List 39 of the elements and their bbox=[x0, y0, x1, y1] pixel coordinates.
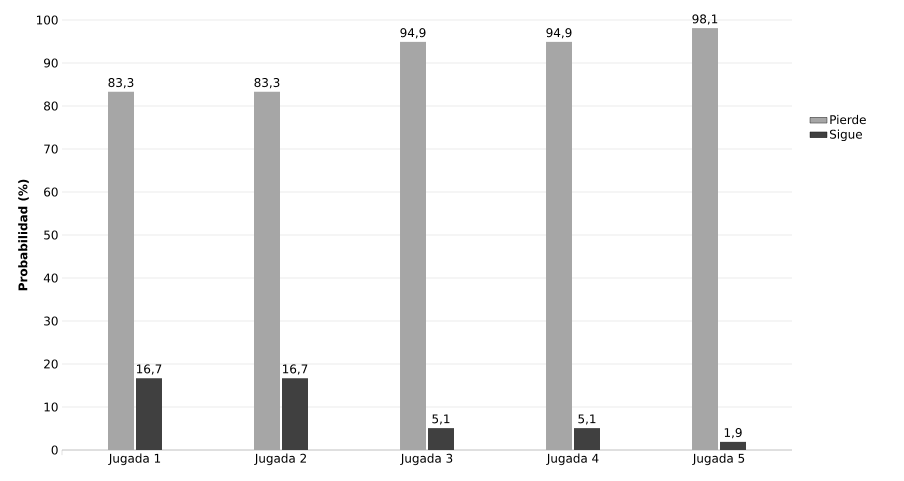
x-tick-label: Jugada 4 bbox=[546, 454, 599, 466]
data-label: 98,1 bbox=[692, 14, 718, 25]
bar bbox=[574, 428, 600, 450]
data-label: 83,3 bbox=[108, 78, 134, 88]
y-tick-label: 30 bbox=[44, 316, 58, 326]
x-tick-label: Jugada 1 bbox=[108, 454, 160, 466]
y-tick-label: 40 bbox=[44, 273, 58, 283]
y-tick-label: 50 bbox=[44, 230, 58, 240]
bar bbox=[282, 378, 308, 450]
legend-label: Sigue bbox=[830, 129, 862, 142]
y-axis-title: Probabilidad (%) bbox=[18, 180, 29, 290]
x-tick-label: Jugada 3 bbox=[400, 454, 452, 466]
y-tick-label: 70 bbox=[44, 144, 58, 154]
y-tick-label: 90 bbox=[44, 58, 58, 68]
bar bbox=[254, 92, 280, 450]
y-tick-label: 60 bbox=[44, 187, 58, 197]
x-tick-label: Jugada 2 bbox=[254, 454, 306, 466]
bar bbox=[428, 428, 454, 450]
data-label: 94,9 bbox=[400, 28, 426, 38]
bar bbox=[692, 28, 718, 450]
data-label: 16,7 bbox=[283, 364, 308, 375]
bar bbox=[400, 42, 426, 450]
y-tick-label: 10 bbox=[44, 402, 58, 412]
data-label: 5,1 bbox=[578, 414, 596, 425]
x-tick-label: Jugada 5 bbox=[692, 454, 744, 466]
data-label: 83,3 bbox=[254, 78, 280, 88]
data-label: 1,9 bbox=[724, 428, 742, 438]
y-tick-label: 80 bbox=[44, 101, 58, 111]
y-tick-label: 0 bbox=[52, 445, 58, 455]
bar bbox=[136, 378, 162, 450]
data-label: 5,1 bbox=[432, 414, 450, 425]
y-tick-label: 20 bbox=[44, 359, 58, 369]
y-tick-label: 100 bbox=[36, 15, 58, 25]
data-label: 94,9 bbox=[546, 28, 572, 38]
data-label: 16,7 bbox=[137, 364, 162, 375]
bar bbox=[108, 92, 134, 450]
bar bbox=[720, 442, 746, 450]
legend-label: Pierde bbox=[830, 114, 866, 124]
bar bbox=[546, 42, 572, 450]
